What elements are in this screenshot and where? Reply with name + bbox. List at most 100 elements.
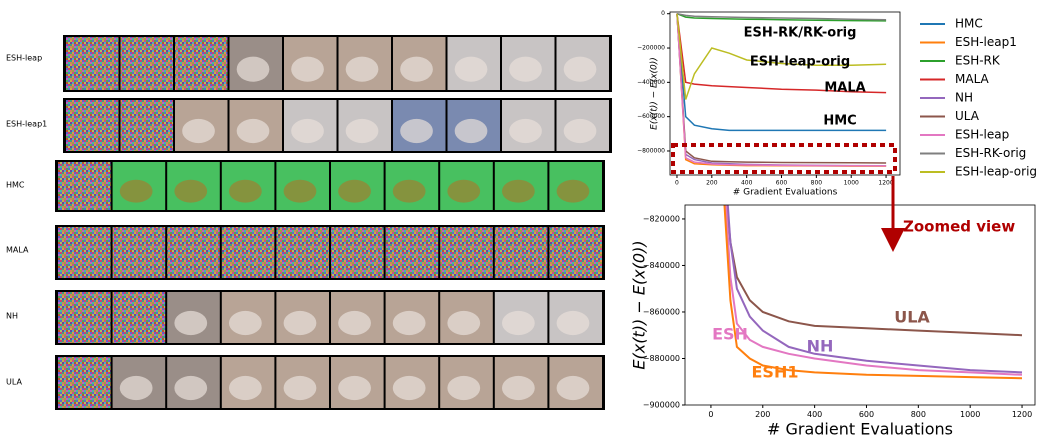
- sample-image: [175, 37, 228, 90]
- sample-image: [58, 227, 111, 278]
- row-label: ESH-leap1: [6, 120, 47, 129]
- legend-label: HMC: [955, 17, 983, 31]
- legend-label: ESH-RK-orig: [955, 146, 1026, 160]
- sample-image-shape: [228, 310, 262, 336]
- row-label: MALA: [6, 246, 29, 255]
- sample-image: [331, 227, 384, 278]
- row-label: HMC: [6, 181, 25, 190]
- sample-image-shape: [501, 179, 535, 203]
- y-tick-label: −860000: [643, 307, 680, 316]
- x-tick-label: 800: [811, 180, 823, 187]
- y-tick-label: −880000: [643, 354, 680, 363]
- sample-image-shape: [509, 56, 542, 82]
- sample-image: [120, 100, 173, 151]
- y-tick-label: −900000: [643, 401, 680, 410]
- y-tick-label: −840000: [643, 261, 680, 270]
- series-line: [723, 205, 1023, 380]
- sample-image: [221, 227, 275, 278]
- annotation: ESH-RK/RK-orig: [744, 26, 857, 41]
- zoom-box: [671, 143, 897, 174]
- sample-image-shape: [454, 56, 488, 82]
- sample-image: [167, 227, 220, 278]
- sample-image: [58, 357, 111, 408]
- sample-image-shape: [345, 118, 379, 144]
- sample-image-shape: [291, 56, 324, 82]
- sample-image-shape: [392, 375, 426, 401]
- row-label: NH: [6, 312, 18, 321]
- sample-image: [120, 37, 173, 90]
- sample-image-shape: [174, 375, 208, 401]
- y-axis-label: E(x(t)) − E(x(0)): [650, 57, 660, 130]
- sample-image-shape: [447, 310, 481, 336]
- sample-image: [549, 227, 602, 278]
- annotation: ESH1: [752, 363, 799, 382]
- sample-image: [66, 37, 119, 90]
- sample-image-shape: [563, 118, 597, 144]
- x-tick-label: 200: [706, 180, 718, 187]
- row-label: ESH-leap: [6, 54, 42, 63]
- sample-image-shape: [182, 118, 215, 144]
- sample-image-shape: [392, 179, 426, 203]
- legend-label: ESH-leap1: [955, 35, 1017, 49]
- sample-image: [276, 227, 329, 278]
- sample-image-shape: [338, 375, 371, 401]
- plot-frame: [684, 204, 1036, 406]
- legend-label: NH: [955, 91, 973, 105]
- annotation: ESH: [712, 325, 748, 344]
- sample-image: [494, 227, 548, 278]
- y-axis-label: E(x(t)) − E(x(0)): [630, 240, 649, 369]
- sample-image-shape: [392, 310, 426, 336]
- sample-image-shape: [228, 179, 262, 203]
- sample-image: [440, 227, 493, 278]
- sample-image-shape: [283, 375, 317, 401]
- x-tick-label: 400: [807, 410, 822, 419]
- sample-image-shape: [283, 179, 317, 203]
- series-line: [676, 13, 887, 164]
- annotation: ULA: [894, 308, 930, 327]
- y-tick-label: −820000: [643, 214, 680, 223]
- sample-image-shape: [236, 56, 270, 82]
- x-tick-label: 200: [755, 410, 770, 419]
- series-line: [676, 13, 887, 94]
- legend-label: ULA: [955, 109, 980, 123]
- sample-image-shape: [556, 179, 590, 203]
- sample-image-shape: [338, 179, 371, 203]
- x-tick-label: 1200: [1012, 410, 1032, 419]
- y-tick-label: 0: [661, 10, 665, 17]
- series-line: [676, 13, 887, 100]
- x-tick-label: 400: [741, 180, 753, 187]
- sample-image-shape: [563, 56, 597, 82]
- series-line: [676, 12, 887, 21]
- legend-label: ESH-RK: [955, 54, 1001, 68]
- sample-image-shape: [338, 310, 371, 336]
- legend-label: ESH-leap: [955, 128, 1009, 142]
- sample-image-shape: [236, 118, 270, 144]
- sample-image-shape: [556, 310, 590, 336]
- y-tick-label: −800000: [637, 147, 665, 154]
- y-tick-label: −400000: [637, 79, 665, 86]
- legend-label: MALA: [955, 72, 990, 86]
- sample-image-shape: [291, 118, 324, 144]
- x-tick-label: 600: [776, 180, 788, 187]
- x-tick-label: 1000: [960, 410, 980, 419]
- annotation: HMC: [823, 114, 856, 129]
- y-tick-label: −600000: [637, 113, 665, 120]
- sample-image-shape: [454, 118, 488, 144]
- x-tick-label: 0: [675, 180, 679, 187]
- sample-image: [66, 100, 119, 151]
- sample-image-shape: [447, 179, 481, 203]
- sample-image-shape: [400, 118, 433, 144]
- sample-image-shape: [119, 179, 153, 203]
- sample-image-shape: [501, 375, 535, 401]
- legend-label: ESH-leap-orig: [955, 165, 1037, 179]
- sample-image-shape: [509, 118, 542, 144]
- series-line: [676, 13, 887, 167]
- series-line: [724, 205, 1023, 376]
- sample-image-shape: [501, 310, 535, 336]
- sample-image: [58, 162, 111, 210]
- annotation: ESH-leap-orig: [750, 55, 850, 70]
- x-tick-label: 1000: [844, 180, 859, 187]
- x-tick-label: 0: [708, 410, 713, 419]
- annotation: MALA: [824, 81, 865, 96]
- sample-image-shape: [228, 375, 262, 401]
